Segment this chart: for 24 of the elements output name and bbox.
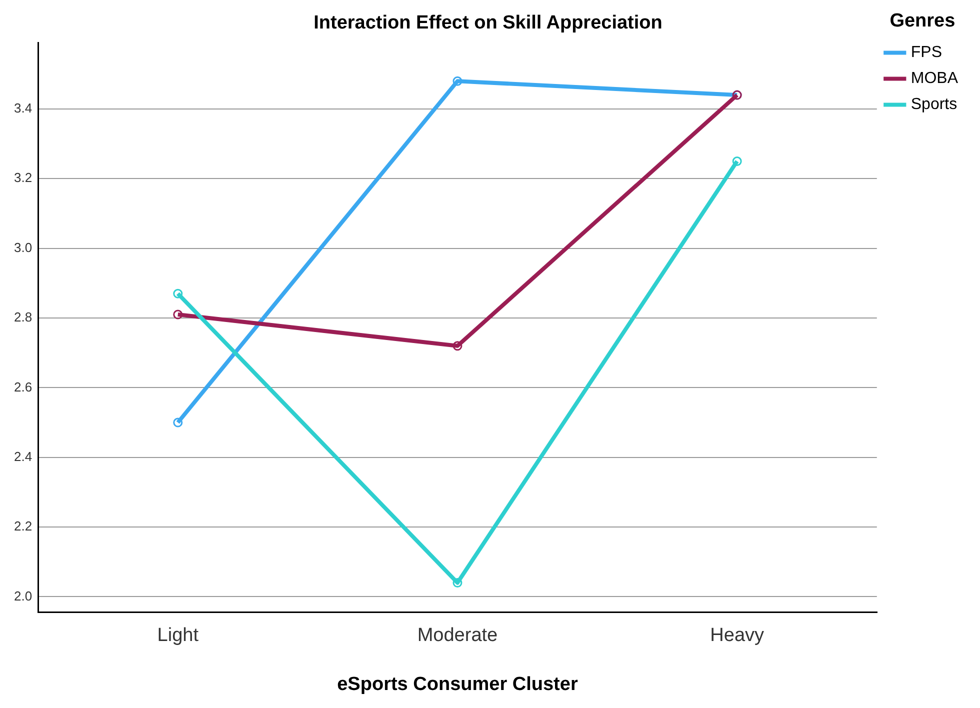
chart-title: Interaction Effect on Skill Appreciation	[314, 12, 662, 34]
point	[173, 418, 183, 428]
y-tick-label: 3.4	[14, 100, 32, 116]
point	[173, 288, 183, 298]
x-tick-label: Heavy	[710, 625, 765, 646]
y-tick-label: 2.2	[14, 518, 32, 534]
legend-title: Genres	[890, 10, 956, 32]
legend-label: FPS	[910, 44, 942, 62]
y-tick-label: 2.6	[14, 379, 32, 394]
y-tick-label: 2.8	[14, 310, 32, 325]
y-tick-label: 3.2	[14, 170, 32, 186]
y-tick-label: 2.0	[14, 588, 32, 604]
y-tick-label: 2.4	[14, 448, 32, 464]
legend-label: MOBA	[910, 70, 958, 88]
x-axis-title: eSports Consumer Cluster	[337, 674, 578, 695]
point	[732, 156, 742, 166]
point	[452, 76, 462, 86]
x-tick-label: Moderate	[417, 625, 498, 646]
point	[173, 310, 183, 320]
x-tick-label: Light	[157, 625, 200, 646]
point	[452, 341, 462, 351]
point	[452, 578, 462, 588]
legend-label: Sports	[910, 96, 958, 114]
y-tick-label: 3.0	[14, 240, 32, 255]
